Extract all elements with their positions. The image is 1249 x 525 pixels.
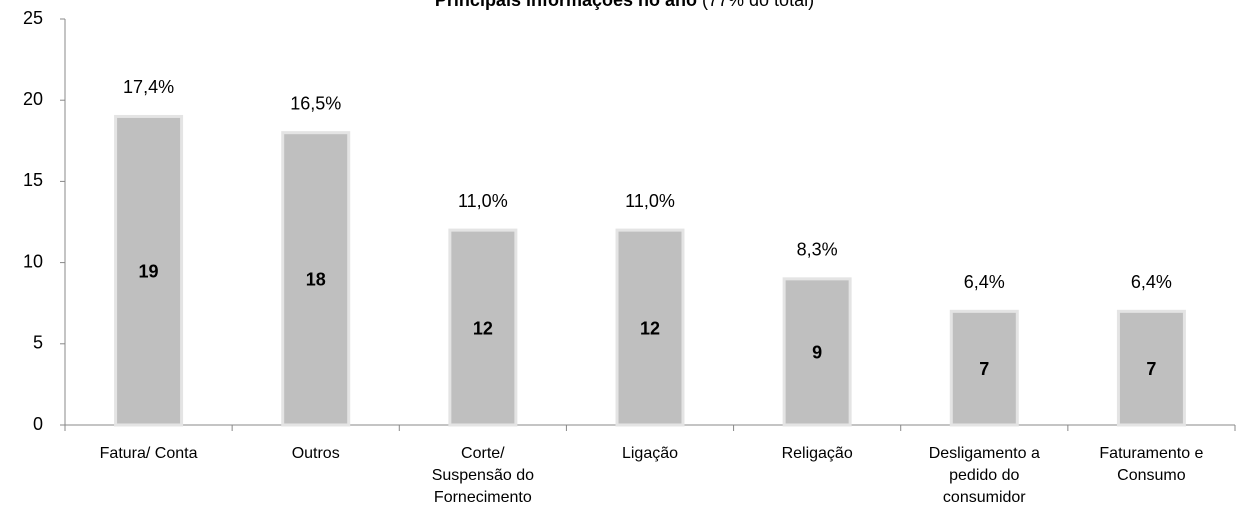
value-label: 12: [640, 318, 660, 338]
x-tick-label: Ligação: [621, 445, 679, 462]
bar: [949, 309, 1019, 427]
x-tick-label: Corte/ Suspensão do Fornecimento: [431, 445, 534, 506]
x-tick-label: Outros: [291, 445, 340, 462]
x-tick-label: Faturamento e Consumo: [1099, 445, 1204, 484]
y-tick-label: 25: [23, 8, 43, 28]
x-tick-label: Desligamento a pedido do consumidor: [928, 445, 1040, 506]
value-label: 12: [473, 318, 493, 338]
value-label: 7: [1146, 359, 1156, 379]
subtitle: (77% do total): [702, 0, 815, 10]
bar: [782, 277, 852, 427]
bar: [448, 228, 518, 427]
percent-label: 11,0%: [625, 191, 675, 211]
bar: [281, 131, 351, 427]
percent-label: 11,0%: [458, 191, 508, 211]
percent-label: 8,3%: [797, 240, 838, 260]
bar: [1116, 309, 1186, 427]
title-main: Principais informações no ano: [434, 0, 697, 10]
chart-title: Principais informações no ano (77% do to…: [0, 0, 1249, 11]
value-label: 19: [139, 261, 159, 281]
bar: [114, 114, 184, 427]
y-tick-label: 20: [23, 89, 43, 109]
value-label: 18: [306, 270, 326, 290]
value-label: 7: [979, 359, 989, 379]
value-label: 9: [812, 343, 822, 363]
y-tick-label: 0: [33, 414, 43, 434]
percent-label: 16,5%: [290, 93, 341, 113]
bar: [615, 228, 685, 427]
x-tick-label: Religação: [781, 445, 853, 462]
y-tick-label: 15: [23, 170, 43, 190]
x-tick-label: Fatura/ Conta: [99, 445, 198, 462]
percent-label: 6,4%: [964, 272, 1005, 292]
percent-label: 17,4%: [123, 77, 174, 97]
y-tick-label: 10: [23, 251, 43, 271]
percent-label: 6,4%: [1131, 272, 1172, 292]
y-tick-label: 5: [33, 333, 43, 353]
